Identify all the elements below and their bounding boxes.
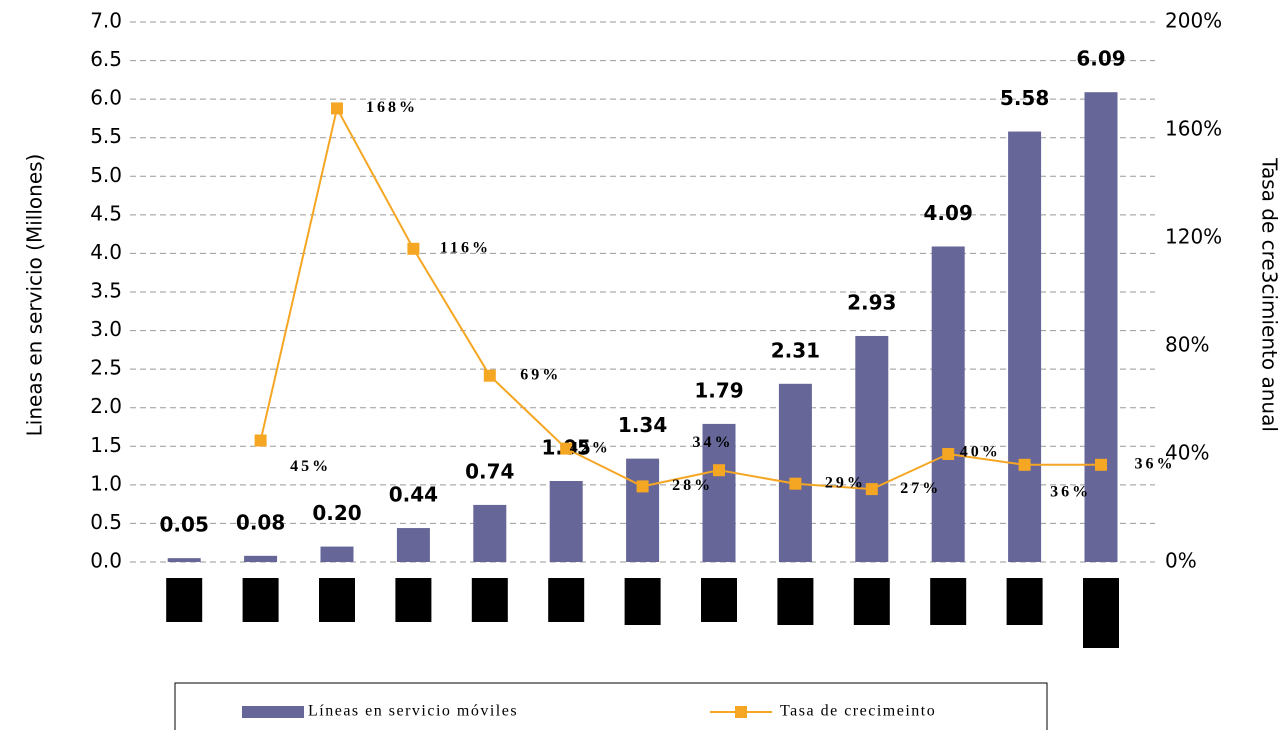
y-tick-label: 1.5 (90, 433, 122, 457)
line-value-label: 42% (570, 439, 611, 456)
line-value-label: 168% (366, 99, 418, 116)
line-marker (1018, 458, 1031, 471)
y2-tick-label: 160% (1165, 117, 1222, 141)
line (259, 105, 1101, 491)
redacted-label (777, 578, 814, 625)
bar-value-label: 2.93 (847, 290, 896, 314)
bar (549, 481, 583, 562)
bar (244, 555, 278, 562)
redacted-label (853, 578, 890, 625)
legend-swatch (242, 706, 304, 718)
bar (167, 558, 201, 562)
y-tick-label: 1.0 (90, 471, 122, 495)
y-axis-title: Lineas en servicio (Millones) (23, 154, 47, 437)
line-value-label: 27% (900, 480, 941, 497)
bar-value-label: 0.74 (465, 459, 514, 483)
line-marker (483, 369, 496, 382)
redacted-label (1006, 578, 1043, 625)
line-value-label: 36% (1135, 455, 1176, 472)
y-tick-label: 5.0 (90, 163, 122, 187)
y2-axis-title: Tasa de cre3cimiento anual (1258, 157, 1282, 432)
y-tick-label: 3.5 (90, 279, 122, 303)
y2-tick-label: 120% (1165, 225, 1222, 249)
line-value-label: 34% (693, 434, 734, 451)
bar (473, 504, 507, 562)
y-tick-label: 0.0 (90, 549, 122, 573)
y2-tick-label: 200% (1165, 9, 1222, 33)
redacted-label (1083, 578, 1119, 648)
line-value-label: 116% (440, 239, 491, 256)
bar (1084, 92, 1118, 562)
line-value-label: 40% (960, 444, 1001, 461)
bar-value-label: 0.44 (389, 483, 438, 507)
y-tick-label: 6.0 (90, 86, 122, 110)
line-marker (407, 242, 420, 255)
legend-label: Líneas en servicio móviles (308, 703, 518, 720)
y2-tick-label: 80% (1165, 333, 1209, 357)
redacted-label (242, 578, 279, 622)
y-tick-label: 0.5 (90, 510, 122, 534)
bar (778, 383, 812, 562)
bar-value-label: 6.09 (1076, 47, 1125, 71)
legend-box (174, 682, 1048, 730)
line-marker (942, 448, 955, 460)
y-tick-label: 7.0 (90, 9, 122, 33)
bar (1008, 131, 1042, 563)
y-tick-label: 5.5 (90, 124, 122, 148)
line-marker (865, 483, 878, 496)
bar-value-label: 0.20 (312, 501, 361, 525)
redacted-label (319, 578, 355, 622)
line-marker (789, 477, 802, 490)
line-marker (636, 480, 649, 493)
bar (626, 458, 660, 562)
y-tick-label: 4.5 (90, 201, 122, 225)
line-marker (1095, 458, 1107, 471)
line-value-label: 28% (672, 477, 713, 494)
line-marker (331, 102, 343, 115)
bar-value-label: 2.31 (771, 338, 820, 362)
line-value-label: 36% (1050, 483, 1091, 500)
legend-marker (735, 706, 747, 718)
bar (702, 423, 736, 562)
redacted-label (548, 578, 585, 622)
y-tick-label: 6.5 (90, 47, 122, 71)
redacted-label (930, 578, 967, 625)
y2-tick-label: 0% (1165, 549, 1197, 573)
y-tick-label: 4.0 (90, 240, 122, 264)
y-tick-label: 3.0 (90, 317, 122, 341)
redacted-label (471, 578, 508, 622)
bar (855, 335, 889, 562)
bar (396, 528, 430, 562)
line-marker (254, 434, 267, 447)
redacted-label (624, 578, 661, 625)
line-value-label: 29% (825, 474, 866, 491)
line-value-label: 69% (520, 366, 561, 383)
bar-value-label: 4.09 (924, 201, 973, 225)
bar (931, 246, 965, 562)
y-tick-label: 2.5 (90, 356, 122, 380)
redacted-label (395, 578, 432, 622)
legend-label: Tasa de crecimeinto (780, 703, 936, 720)
redacted-label (166, 578, 203, 622)
y2-tick-label: 40% (1165, 441, 1209, 465)
line-marker (560, 442, 573, 455)
redacted-label (701, 578, 737, 622)
bar-value-label: 0.08 (236, 510, 285, 534)
bar-value-label: 1.34 (618, 413, 667, 437)
bar-value-label: 5.58 (1000, 86, 1049, 110)
line-value-label: 45% (290, 458, 331, 475)
y-tick-label: 2.0 (90, 394, 122, 418)
bar-value-label: 1.79 (694, 378, 743, 402)
bar-value-label: 0.05 (160, 513, 209, 537)
bar (320, 546, 354, 562)
line-marker (713, 464, 725, 477)
